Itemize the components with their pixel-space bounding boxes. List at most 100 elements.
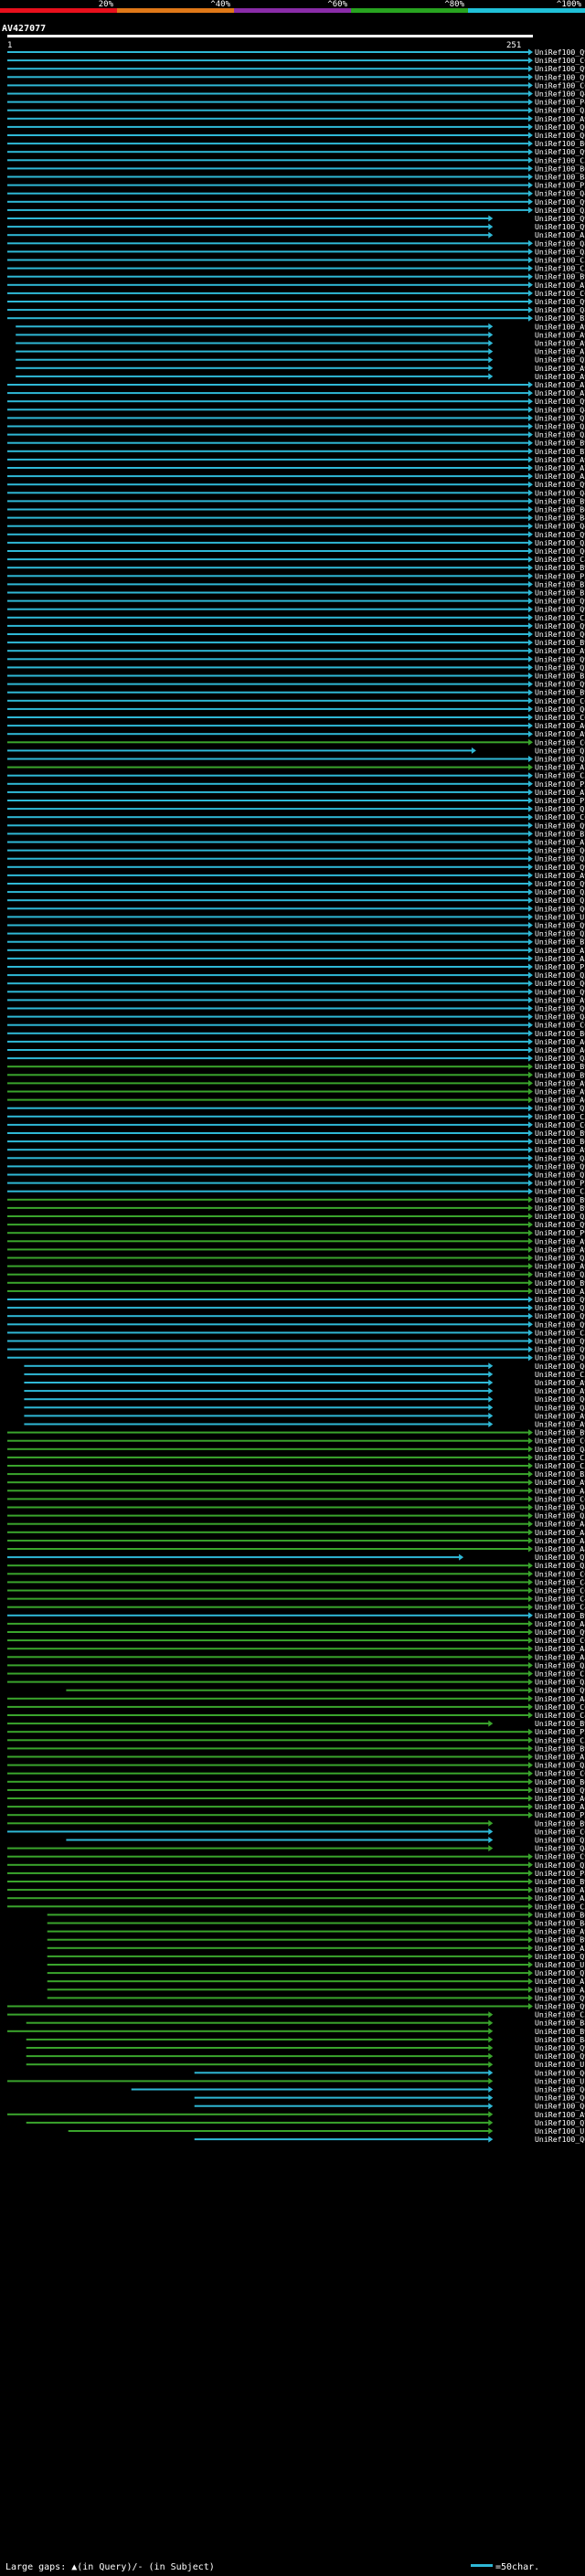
hit-label[interactable]: UniRef100_Q0PDJ0 [535, 546, 585, 556]
hit-bar[interactable] [7, 774, 529, 777]
hit-label[interactable]: UniRef100_A9NSU3 [535, 1378, 585, 1387]
hit-label[interactable]: UniRef100_A8HJ12 [535, 1652, 585, 1661]
hit-bar[interactable] [7, 2113, 490, 2115]
hit-row[interactable]: UniRef100_B2ZC62 [7, 1469, 585, 1479]
hit-bar[interactable] [7, 2005, 529, 2008]
hit-label[interactable]: UniRef100_A6NLE6 [535, 1096, 585, 1105]
hit-label[interactable]: UniRef100_B8LFG9 [535, 173, 585, 182]
hit-label[interactable]: UniRef100_A7PJ07 [535, 463, 585, 472]
hit-label[interactable]: UniRef100_Q4KQP2 [535, 1503, 585, 1512]
hit-bar[interactable] [47, 1955, 529, 1957]
hit-label[interactable]: UniRef100_UPI000... [535, 2076, 585, 2085]
hit-bar[interactable] [7, 1140, 529, 1143]
hit-bar[interactable] [7, 1822, 490, 1825]
hit-bar[interactable] [7, 891, 529, 894]
hit-row[interactable]: UniRef100_A7PQP6 [7, 763, 585, 772]
hit-label[interactable]: UniRef100_B9GVE1 [535, 1935, 585, 1945]
hit-label[interactable]: UniRef100_C5YSI9 [535, 1735, 585, 1744]
hit-row[interactable]: UniRef100_Q6QU78 [24, 1362, 585, 1371]
hit-label[interactable]: UniRef100_B6U3T7 [535, 1137, 585, 1146]
hit-row[interactable]: UniRef100_A0JCS4 [7, 1794, 585, 1803]
hit-bar[interactable] [24, 1415, 490, 1417]
hit-row[interactable]: UniRef100_C5IW58 [7, 1328, 585, 1337]
hit-row[interactable]: UniRef100_B6VKB7 [7, 164, 585, 173]
hit-label[interactable]: UniRef100_Q22588 [535, 1836, 585, 1845]
hit-row[interactable]: UniRef100_C0SSP4 [7, 1494, 585, 1503]
hit-label[interactable]: UniRef100_P81144 [535, 1869, 585, 1878]
hit-row[interactable]: UniRef100_C0Z214 [7, 1436, 585, 1446]
hit-label[interactable]: UniRef100_C8YXI3 [535, 555, 585, 564]
hit-row[interactable]: UniRef100_Q94HW7 [7, 1161, 585, 1171]
hit-bar[interactable] [24, 1398, 490, 1401]
hit-bar[interactable] [7, 1772, 529, 1775]
hit-label[interactable]: UniRef100_Q9SBB2 [535, 1220, 585, 1229]
hit-label[interactable]: UniRef100_Q41375 [535, 1012, 585, 1022]
hit-label[interactable]: UniRef100_A9NEN1 [535, 322, 585, 331]
hit-row[interactable]: UniRef100_C4KQ38 [7, 1595, 585, 1604]
hit-label[interactable]: UniRef100_A5CTP9 [535, 230, 585, 239]
hit-label[interactable]: UniRef100_A7R938 [535, 946, 585, 955]
hit-bar[interactable] [26, 2055, 490, 2058]
hit-row[interactable]: UniRef100_B9R946 [7, 1428, 585, 1437]
hit-row[interactable]: UniRef100_B9GDZ2 [7, 1278, 585, 1288]
hit-label[interactable]: UniRef100_Q75I55 [535, 746, 585, 755]
hit-label[interactable]: UniRef100_Q93994 [535, 1337, 585, 1346]
hit-bar[interactable] [7, 932, 529, 935]
hit-bar[interactable] [7, 974, 529, 977]
hit-label[interactable]: UniRef100_C6T4H6 [535, 80, 585, 90]
hit-bar[interactable] [7, 1265, 529, 1267]
hit-bar[interactable] [7, 500, 529, 503]
hit-label[interactable]: UniRef100_Q9FJ46 [535, 879, 585, 888]
hit-bar[interactable] [7, 1447, 529, 1450]
hit-bar[interactable] [7, 1032, 529, 1034]
hit-label[interactable]: UniRef100_B9H0P7 [535, 1070, 585, 1079]
hit-row[interactable]: UniRef100_B9TLC3 [7, 1611, 585, 1620]
hit-label[interactable]: UniRef100_Q93989 [535, 1320, 585, 1329]
hit-bar[interactable] [7, 292, 529, 294]
hit-row[interactable]: UniRef100_A9UED9 [7, 729, 585, 738]
hit-row[interactable]: UniRef100_UPI000... [47, 1960, 585, 1969]
hit-row[interactable]: UniRef100_B8LFG9 [7, 173, 585, 182]
hit-label[interactable]: UniRef100_A9UXX3 [535, 1262, 585, 1271]
hit-label[interactable]: UniRef100_Q39646 [535, 1678, 585, 1687]
hit-label[interactable]: UniRef100_C0PW44 [535, 1702, 585, 1712]
hit-row[interactable]: UniRef100_C4KVV1 [7, 1711, 585, 1720]
hit-row[interactable]: UniRef100_Q7XSO0 [26, 2118, 585, 2127]
hit-row[interactable]: UniRef100_Q2V9S7 [7, 1104, 585, 1113]
hit-bar[interactable] [7, 633, 529, 635]
hit-bar[interactable] [7, 84, 529, 87]
hit-bar[interactable] [7, 408, 529, 411]
hit-bar[interactable] [7, 999, 529, 1002]
hit-label[interactable]: UniRef100_Q4W053 [535, 1844, 585, 1853]
hit-row[interactable]: UniRef100_Q41851 [7, 522, 585, 531]
hit-label[interactable]: UniRef100_Q9M7M0 [535, 397, 585, 406]
hit-bar[interactable] [194, 2072, 490, 2074]
hit-bar[interactable] [7, 117, 529, 120]
hit-bar[interactable] [7, 101, 529, 103]
hit-label[interactable]: UniRef100_Q6GT07 [535, 2085, 585, 2094]
hit-label[interactable]: UniRef100_B6VKB7 [535, 164, 585, 173]
hit-row[interactable]: UniRef100_A7R938 [7, 946, 585, 955]
hit-bar[interactable] [7, 301, 529, 302]
hit-label[interactable]: UniRef100_Q41851 [535, 522, 585, 531]
hit-label[interactable]: UniRef100_A9P9G2 [535, 1087, 585, 1097]
hit-label[interactable]: UniRef100_A8HJ55 [535, 1694, 585, 1703]
hit-row[interactable]: UniRef100_Q24048 [16, 355, 585, 365]
hit-row[interactable]: UniRef100_Q9ATL8 [7, 1311, 585, 1320]
hit-label[interactable]: UniRef100_Q24389 [535, 929, 585, 938]
hit-label[interactable]: UniRef100_Q6W9N6 [535, 979, 585, 988]
hit-row[interactable]: UniRef100_A9NNN1 [24, 1420, 585, 1429]
hit-bar[interactable] [7, 1232, 529, 1235]
hit-row[interactable]: UniRef100_A9P913 [16, 339, 585, 348]
hit-row[interactable]: UniRef100_A9P0M0 [7, 646, 585, 655]
hit-row[interactable]: UniRef100_A5CTP9 [7, 230, 585, 239]
hit-bar[interactable] [7, 1871, 529, 1874]
hit-label[interactable]: UniRef100_Q6D370 [535, 2135, 585, 2144]
hit-row[interactable]: UniRef100_C6TBS2 [7, 737, 585, 747]
hit-bar[interactable] [7, 1465, 529, 1467]
hit-bar[interactable] [7, 492, 529, 494]
hit-label[interactable]: UniRef100_Q9LXX3 [535, 2051, 585, 2061]
hit-row[interactable]: UniRef100_Q4KQP2 [7, 1503, 585, 1512]
hit-label[interactable]: UniRef100_Q53JA2 [535, 247, 585, 256]
hit-row[interactable]: UniRef100_C5WXD0 [7, 1461, 585, 1470]
